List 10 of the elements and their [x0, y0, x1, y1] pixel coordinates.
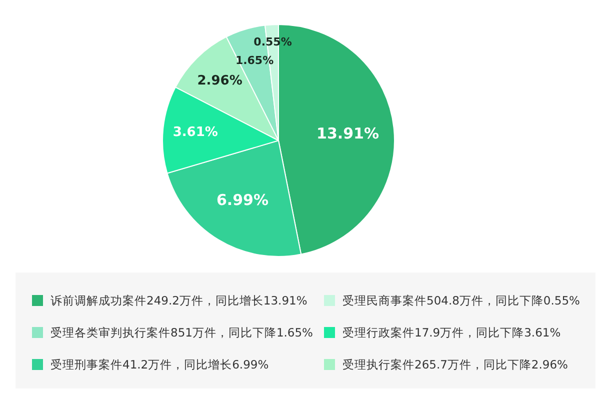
- data-label: 2.96%: [197, 74, 242, 89]
- data-label: 3.61%: [172, 125, 218, 140]
- legend-label: 诉前调解成功案件249.2万件，同比增长13.91%: [50, 294, 308, 308]
- legend-label: 受理刑事案件41.2万件，同比增长6.99%: [50, 358, 269, 372]
- data-label: 6.99%: [216, 191, 268, 210]
- legend-label: 受理民商事案件504.8万件，同比下降0.55%: [342, 294, 580, 308]
- data-label: 13.91%: [316, 124, 380, 143]
- legend-label: 受理各类审判执行案件851万件，同比下降1.65%: [50, 326, 314, 340]
- legend-label: 受理执行案件265.7万件，同比下降2.96%: [342, 358, 568, 372]
- legend-label: 受理行政案件17.9万件，同比下降3.61%: [342, 326, 561, 340]
